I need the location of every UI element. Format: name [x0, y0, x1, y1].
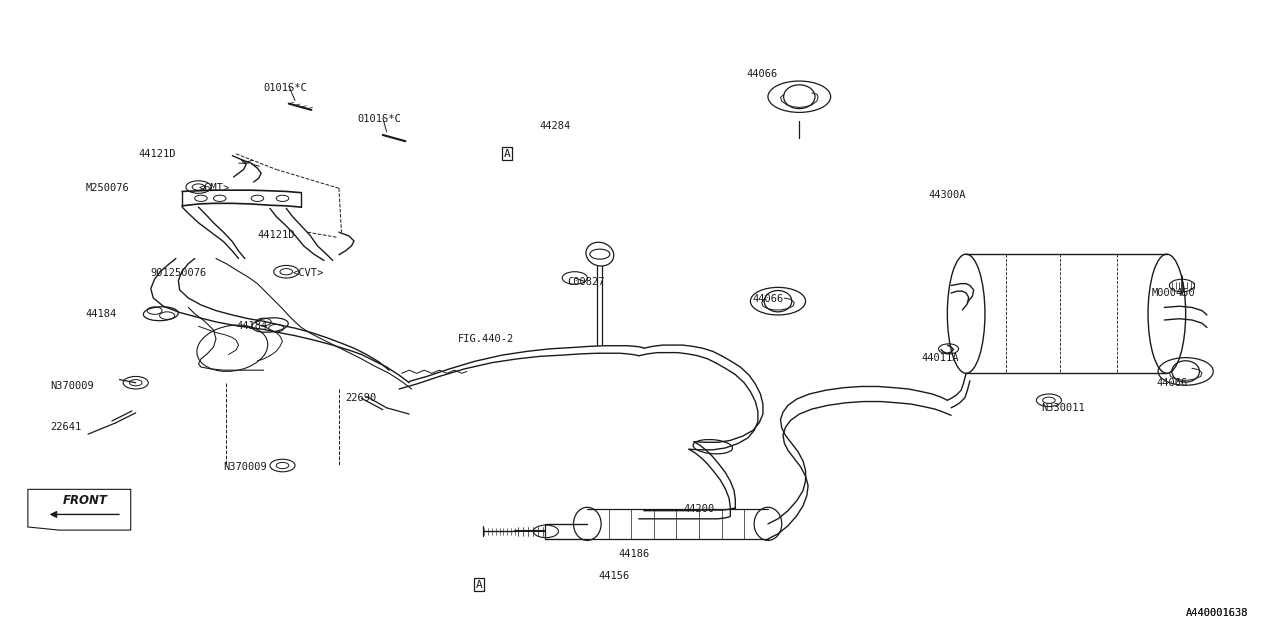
Text: 44300A: 44300A: [928, 189, 966, 200]
Text: 44184: 44184: [86, 308, 116, 319]
Text: M250076: M250076: [86, 183, 129, 193]
Text: 0101S*C: 0101S*C: [358, 115, 402, 124]
Text: 44121D: 44121D: [138, 148, 175, 159]
Text: A440001638: A440001638: [1185, 608, 1248, 618]
Text: FRONT: FRONT: [63, 494, 108, 507]
Text: N330011: N330011: [1042, 403, 1085, 413]
Text: 44066: 44066: [746, 68, 778, 79]
Text: 44156: 44156: [599, 571, 630, 581]
Text: 0101S*C: 0101S*C: [264, 83, 307, 93]
Text: FIG.440-2: FIG.440-2: [458, 334, 515, 344]
Text: C00827: C00827: [567, 277, 604, 287]
Text: N370009: N370009: [224, 462, 268, 472]
Text: 44121D: 44121D: [257, 230, 294, 241]
Text: 44284: 44284: [540, 120, 571, 131]
Text: 22690: 22690: [346, 394, 376, 403]
Text: 44184: 44184: [236, 321, 268, 332]
Text: 44186: 44186: [618, 549, 650, 559]
Text: A440001638: A440001638: [1185, 608, 1248, 618]
Text: 44200: 44200: [684, 504, 716, 515]
Text: 901250076: 901250076: [151, 268, 207, 278]
Text: M000450: M000450: [1152, 288, 1196, 298]
Text: A: A: [503, 148, 511, 159]
Text: 22641: 22641: [50, 422, 82, 431]
Text: A: A: [476, 580, 483, 589]
Text: 44066: 44066: [1157, 378, 1188, 388]
Text: <6MT>: <6MT>: [198, 183, 229, 193]
Text: 44011A: 44011A: [922, 353, 959, 363]
Text: 44066: 44066: [753, 294, 785, 304]
Text: N370009: N370009: [50, 381, 95, 391]
Text: <CVT>: <CVT>: [293, 268, 324, 278]
